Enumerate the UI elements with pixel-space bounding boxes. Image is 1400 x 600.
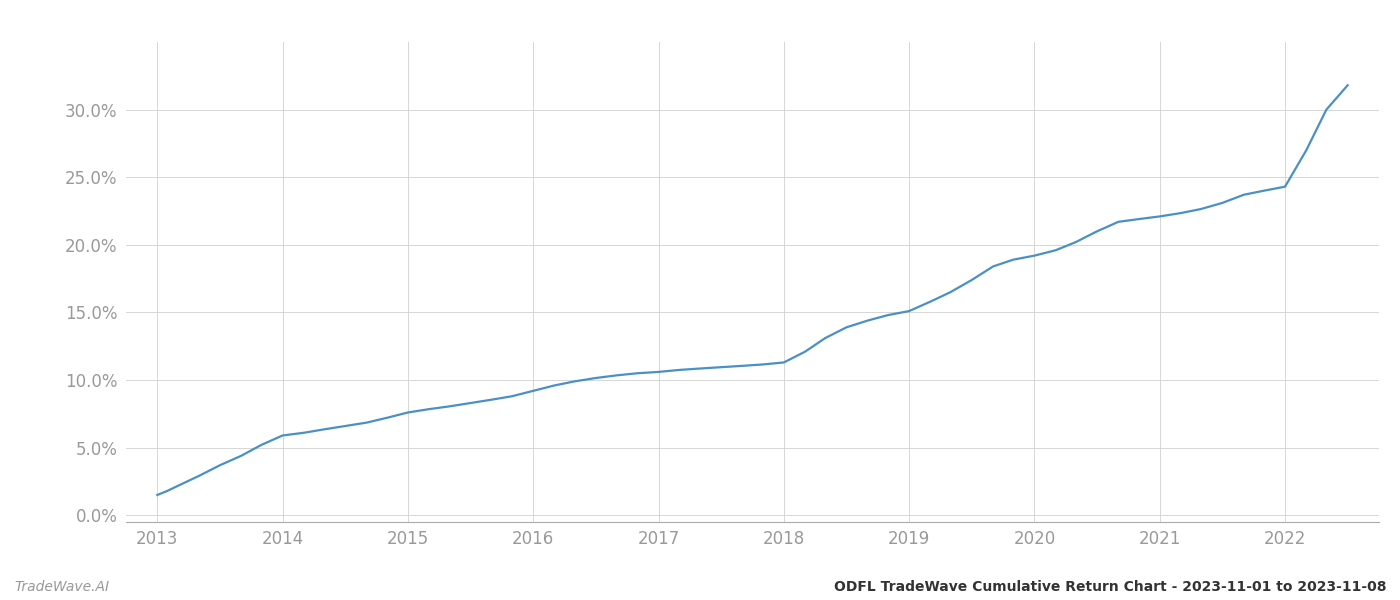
Text: TradeWave.AI: TradeWave.AI xyxy=(14,580,109,594)
Text: ODFL TradeWave Cumulative Return Chart - 2023-11-01 to 2023-11-08: ODFL TradeWave Cumulative Return Chart -… xyxy=(833,580,1386,594)
